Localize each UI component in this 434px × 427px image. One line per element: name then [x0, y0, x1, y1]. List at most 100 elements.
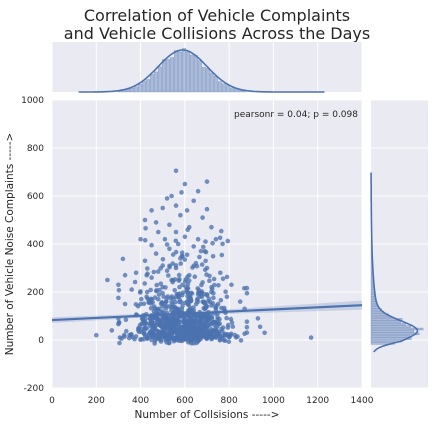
scatter-point [160, 205, 165, 211]
scatter-point [145, 266, 150, 271]
scatter-point [176, 278, 182, 283]
scatter-point [216, 283, 221, 288]
top-histogram-bar [201, 67, 206, 93]
y-tick-label: 800 [27, 144, 44, 154]
scatter-point [172, 277, 178, 282]
pearson-annotation: pearsonr = 0.04; p = 0.098 [234, 110, 358, 120]
main-scatter-panel: pearsonr = 0.04; p = 0.098 [51, 99, 363, 389]
scatter-point [255, 316, 261, 321]
scatter-point [211, 328, 216, 334]
scatter-point [192, 274, 198, 280]
scatter-point [182, 234, 188, 240]
scatter-point [141, 328, 147, 334]
scatter-point [203, 249, 209, 255]
scatter-point [121, 332, 127, 338]
chart-title-line-1: Correlation of Vehicle Complaints [83, 6, 351, 25]
scatter-point [164, 196, 170, 201]
scatter-point [176, 272, 182, 278]
top-histogram-bar [217, 81, 222, 93]
scatter-point [171, 304, 176, 310]
scatter-point [170, 261, 175, 266]
scatter-point [173, 238, 179, 244]
right-histogram-bar [370, 322, 406, 326]
scatter-point [209, 224, 214, 230]
scatter-point [188, 305, 193, 311]
scatter-point [218, 297, 224, 303]
scatter-point [167, 264, 172, 270]
scatter-point [182, 181, 188, 187]
scatter-point [142, 217, 148, 223]
scatter-point [198, 248, 204, 254]
scatter-point [191, 244, 196, 249]
scatter-point [169, 324, 174, 329]
right-histogram-bar [370, 320, 401, 324]
scatter-point [193, 301, 199, 307]
scatter-point [157, 287, 162, 293]
scatter-point [167, 222, 172, 228]
scatter-point [133, 302, 139, 307]
scatter-point [195, 320, 200, 325]
scatter-point [185, 274, 190, 280]
top-kde-curve [78, 49, 325, 93]
x-tick-label: 1000 [262, 396, 285, 406]
scatter-point [211, 291, 216, 296]
scatter-point [195, 188, 201, 194]
scatter-point [244, 290, 250, 296]
y-tick-label: -200 [24, 384, 45, 394]
scatter-point [210, 240, 215, 246]
scatter-point [105, 277, 110, 283]
scatter-point [229, 282, 234, 288]
scatter-point [156, 292, 162, 297]
scatter-point [116, 282, 121, 288]
scatter-point [117, 340, 122, 346]
scatter-point [308, 335, 314, 340]
scatter-point [220, 333, 226, 339]
scatter-point [202, 327, 207, 332]
scatter-point [154, 282, 159, 288]
scatter-point [223, 289, 228, 295]
scatter-point [116, 295, 121, 301]
right-histogram-bar [370, 334, 411, 338]
scatter-point [182, 257, 188, 262]
scatter-point [124, 328, 129, 334]
scatter-point [201, 244, 206, 250]
scatter-point [262, 330, 267, 336]
scatter-point [187, 339, 193, 344]
y-tick-label: 200 [27, 288, 44, 298]
top-histogram-bar [150, 74, 155, 93]
scatter-point [244, 330, 250, 335]
scatter-point [203, 303, 209, 309]
scatter-point [151, 269, 157, 275]
scatter-point [257, 324, 263, 330]
scatter-point [185, 290, 190, 295]
scatter-point [221, 338, 227, 343]
y-axis-label: Number of Vehicle Noise Complaints -----… [4, 133, 16, 356]
scatter-point [183, 300, 188, 306]
scatter-point [180, 290, 186, 296]
scatter-point [142, 333, 148, 339]
scatter-point [142, 281, 147, 286]
scatter-point [224, 274, 230, 280]
scatter-point [199, 289, 205, 294]
top-histogram-bar [138, 83, 143, 93]
x-tick-label: 1400 [351, 396, 374, 406]
top-histogram-bar [169, 57, 174, 93]
scatter-point [148, 321, 153, 327]
top-histogram-bar [185, 51, 190, 93]
scatter-point [162, 236, 168, 242]
scatter-point [207, 278, 212, 284]
x-tick-label: 400 [132, 396, 149, 406]
top-histogram-bar [189, 54, 194, 93]
scatter-point [212, 282, 217, 288]
scatter-point [187, 293, 192, 299]
scatter-point [218, 270, 223, 276]
scatter-point [166, 340, 172, 346]
scatter-point [165, 325, 171, 331]
scatter-point [150, 327, 155, 333]
scatter-point [232, 332, 238, 338]
scatter-point [206, 329, 212, 335]
scatter-point [169, 300, 174, 305]
scatter-point [160, 290, 165, 296]
scatter-point [119, 336, 124, 341]
scatter-point [184, 208, 190, 213]
